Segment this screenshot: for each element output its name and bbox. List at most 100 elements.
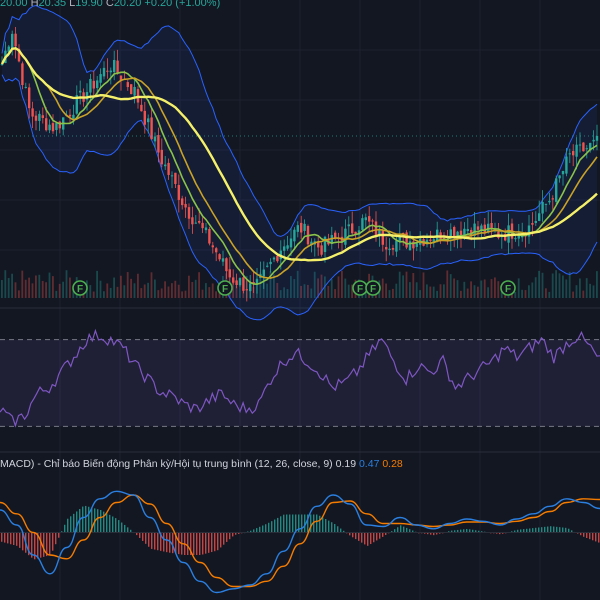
macd-histogram-bar: [577, 532, 579, 534]
candle-body: [568, 153, 571, 155]
macd-histogram-bar: [10, 532, 12, 545]
event-marker-label: F: [77, 284, 83, 295]
candle-body: [323, 236, 327, 253]
macd-value: 0.19: [335, 458, 357, 470]
candle-body: [351, 223, 354, 234]
candle-body: [201, 222, 204, 229]
candle-body: [544, 203, 548, 205]
macd-histogram-bar: [517, 529, 519, 533]
candle-body: [225, 258, 228, 272]
rsi-line: [0, 328, 600, 428]
macd-histogram-bar: [532, 528, 534, 533]
macd-histogram-bar: [91, 507, 93, 533]
candle-body: [157, 135, 160, 153]
volume-bar: [211, 283, 214, 298]
volume-bar: [157, 290, 160, 298]
candle-body: [276, 255, 279, 262]
candle-body: [582, 142, 585, 152]
macd-histogram-bar: [316, 514, 318, 533]
candle-body: [48, 124, 51, 131]
volume-bar: [273, 274, 275, 298]
candle-body: [412, 241, 415, 249]
volume-bar: [38, 274, 41, 298]
volume-bar: [167, 286, 170, 298]
macd-histogram-bar: [286, 514, 288, 533]
volume-bar: [432, 286, 435, 298]
macd-legend[interactable]: MACD) - Chỉ báo Biến động Phân kỳ/Hội tụ…: [0, 458, 403, 470]
volume-bar: [198, 272, 200, 298]
candle-body: [398, 235, 401, 241]
volume-bar: [89, 285, 92, 298]
change-value: +0.20 (+1.00%): [144, 0, 221, 9]
candle-body: [0, 64, 4, 66]
close-value: 20.20: [113, 0, 142, 9]
volume-bar: [565, 279, 568, 298]
macd-histogram-bar: [238, 532, 240, 534]
high-key: H: [30, 0, 39, 9]
volume-bar: [123, 285, 126, 298]
candle-body: [11, 33, 14, 50]
candle-body: [133, 86, 136, 96]
candle-body: [344, 228, 347, 245]
macd-histogram-bar: [112, 516, 114, 533]
high-value: 20.35: [38, 0, 67, 9]
volume-bar: [21, 270, 24, 298]
macd-histogram-bar: [391, 531, 393, 533]
volume-bar: [405, 271, 408, 298]
volume-bar: [201, 289, 204, 298]
candle-body: [92, 80, 95, 89]
volume-bar: [446, 270, 449, 298]
event-marker-label: F: [222, 284, 228, 295]
ma-mid-line: [1, 47, 598, 279]
macd-histogram-bar: [265, 524, 267, 533]
macd-histogram-bar: [310, 514, 312, 533]
candle-body: [595, 135, 599, 141]
macd-histogram-bar: [115, 518, 117, 533]
candle-body: [191, 217, 194, 225]
macd-histogram-bar: [67, 518, 69, 533]
macd-histogram-bar: [586, 532, 588, 539]
candle-body: [354, 231, 357, 236]
macd-histogram-bar: [538, 527, 540, 533]
macd-histogram-bar: [121, 522, 123, 533]
candle-body: [28, 87, 31, 109]
volume-bar: [528, 285, 530, 298]
volume-bar: [395, 283, 398, 298]
macd-histogram-bar: [301, 514, 303, 533]
volume-bar: [307, 284, 309, 298]
ma-fast-line: [1, 47, 598, 286]
macd-histogram-bar: [268, 522, 270, 533]
volume-bar: [164, 281, 166, 298]
macd-histogram-bar: [469, 529, 471, 533]
volume-bar: [126, 272, 129, 298]
volume-bar: [293, 279, 296, 298]
macd-histogram-bar: [463, 529, 465, 533]
macd-histogram-bar: [199, 532, 201, 555]
volume-bar: [575, 285, 578, 298]
macd-histogram-bar: [529, 528, 531, 533]
macd-histogram-bar: [511, 531, 513, 533]
volume-bar: [531, 282, 534, 298]
candle-body: [551, 198, 554, 200]
candle-body: [232, 277, 235, 283]
candle-body: [466, 229, 469, 232]
volume-bar: [453, 278, 455, 298]
macd-histogram-bar: [16, 532, 18, 546]
candle-body: [561, 171, 565, 175]
macd-histogram-bar: [169, 532, 171, 553]
macd-histogram-bar: [97, 509, 99, 533]
volume-bar: [500, 289, 503, 298]
volume-bar: [334, 289, 336, 298]
macd-histogram-bar: [382, 532, 384, 537]
macd-histogram-bar: [157, 532, 159, 551]
candle-body: [252, 282, 255, 284]
candle-body: [170, 175, 174, 177]
macd-histogram-bar: [160, 532, 162, 551]
macd-histogram-bar: [547, 526, 549, 533]
macd-histogram-bar: [172, 532, 174, 554]
volume-bar: [392, 288, 394, 298]
macd-histogram-bar: [502, 532, 504, 534]
volume-bar: [419, 290, 421, 298]
volume-bar: [160, 288, 163, 298]
